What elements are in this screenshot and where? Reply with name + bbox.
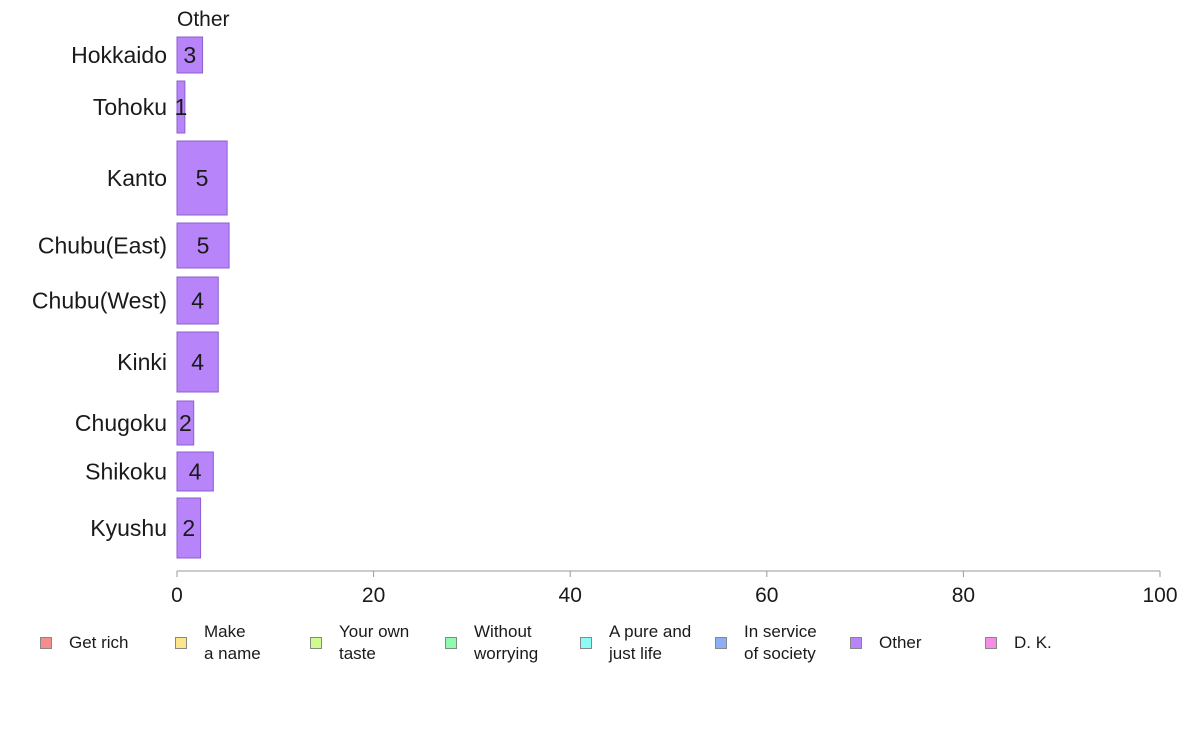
x-axis: 0 20 40 60 80 100 [171, 570, 1178, 607]
bar-shikoku [176, 451, 214, 492]
chart-title: Other [177, 8, 230, 31]
legend-swatch [850, 637, 862, 649]
category-label: Chubu(West) [32, 288, 167, 314]
legend-item: Your own taste [310, 618, 409, 668]
x-tick-label: 100 [1142, 584, 1177, 607]
x-tick-label: 0 [171, 584, 183, 607]
legend-item: Without worrying [445, 618, 538, 668]
category-label: Kyushu [90, 515, 167, 541]
legend-swatch [580, 637, 592, 649]
x-tick-label: 20 [362, 584, 385, 607]
legend-label: Without worrying [474, 622, 539, 663]
bar-tohoku [176, 80, 186, 134]
data-label: 2 [179, 410, 192, 436]
legend-swatch [310, 637, 322, 649]
legend-swatch [40, 637, 52, 649]
bar-chubu-east [176, 222, 230, 269]
legend-label: Get rich [69, 633, 129, 652]
legend-swatch [985, 637, 997, 649]
x-tick-label: 80 [952, 584, 975, 607]
category-labels: Hokkaido Tohoku Kanto Chubu(East) Chubu(West… [32, 42, 167, 541]
legend-label: Your own taste [339, 622, 410, 663]
bar-chubu-west [176, 276, 219, 325]
legend-swatch [175, 637, 187, 649]
data-label: 2 [182, 515, 195, 541]
bar-kanto [176, 140, 228, 216]
legend-label: Make a name [204, 622, 261, 663]
category-label: Kinki [117, 349, 167, 375]
bar-hokkaido [176, 36, 204, 74]
legend-item: Get rich [40, 618, 129, 668]
legend-item: In service of society [715, 618, 817, 668]
x-tick-label: 40 [559, 584, 582, 607]
data-label: 5 [197, 233, 210, 259]
legend-label: In service of society [744, 622, 817, 663]
data-label: 3 [183, 42, 196, 68]
x-tick-label: 60 [755, 584, 778, 607]
bar-kinki [176, 331, 219, 393]
category-label: Chubu(East) [38, 233, 167, 259]
legend-label: D. K. [1014, 633, 1052, 652]
data-label: 4 [189, 459, 202, 485]
legend-label: A pure and just life [609, 622, 692, 663]
legend-swatch [445, 637, 457, 649]
category-label: Chugoku [75, 410, 167, 436]
bar-chugoku [176, 400, 195, 446]
data-label: 4 [191, 349, 204, 375]
legend: Get rich Make a name Your own taste Without… [0, 618, 1188, 668]
bar-kyushu [176, 497, 202, 559]
legend-swatch [715, 637, 727, 649]
legend-item: A pure and just life [580, 618, 691, 668]
data-label: 4 [191, 288, 204, 314]
legend-label: Other [879, 633, 922, 652]
category-label: Kanto [107, 165, 167, 191]
category-label: Tohoku [93, 94, 167, 120]
category-label: Hokkaido [71, 42, 167, 68]
legend-item: D. K. [985, 618, 1052, 668]
legend-item: Other [850, 618, 922, 668]
bars-group: 3 1 5 5 4 4 2 4 2 [175, 36, 230, 559]
data-label: 5 [196, 165, 209, 191]
category-label: Shikoku [85, 459, 167, 485]
legend-item: Make a name [175, 618, 261, 668]
data-label: 1 [175, 94, 188, 120]
